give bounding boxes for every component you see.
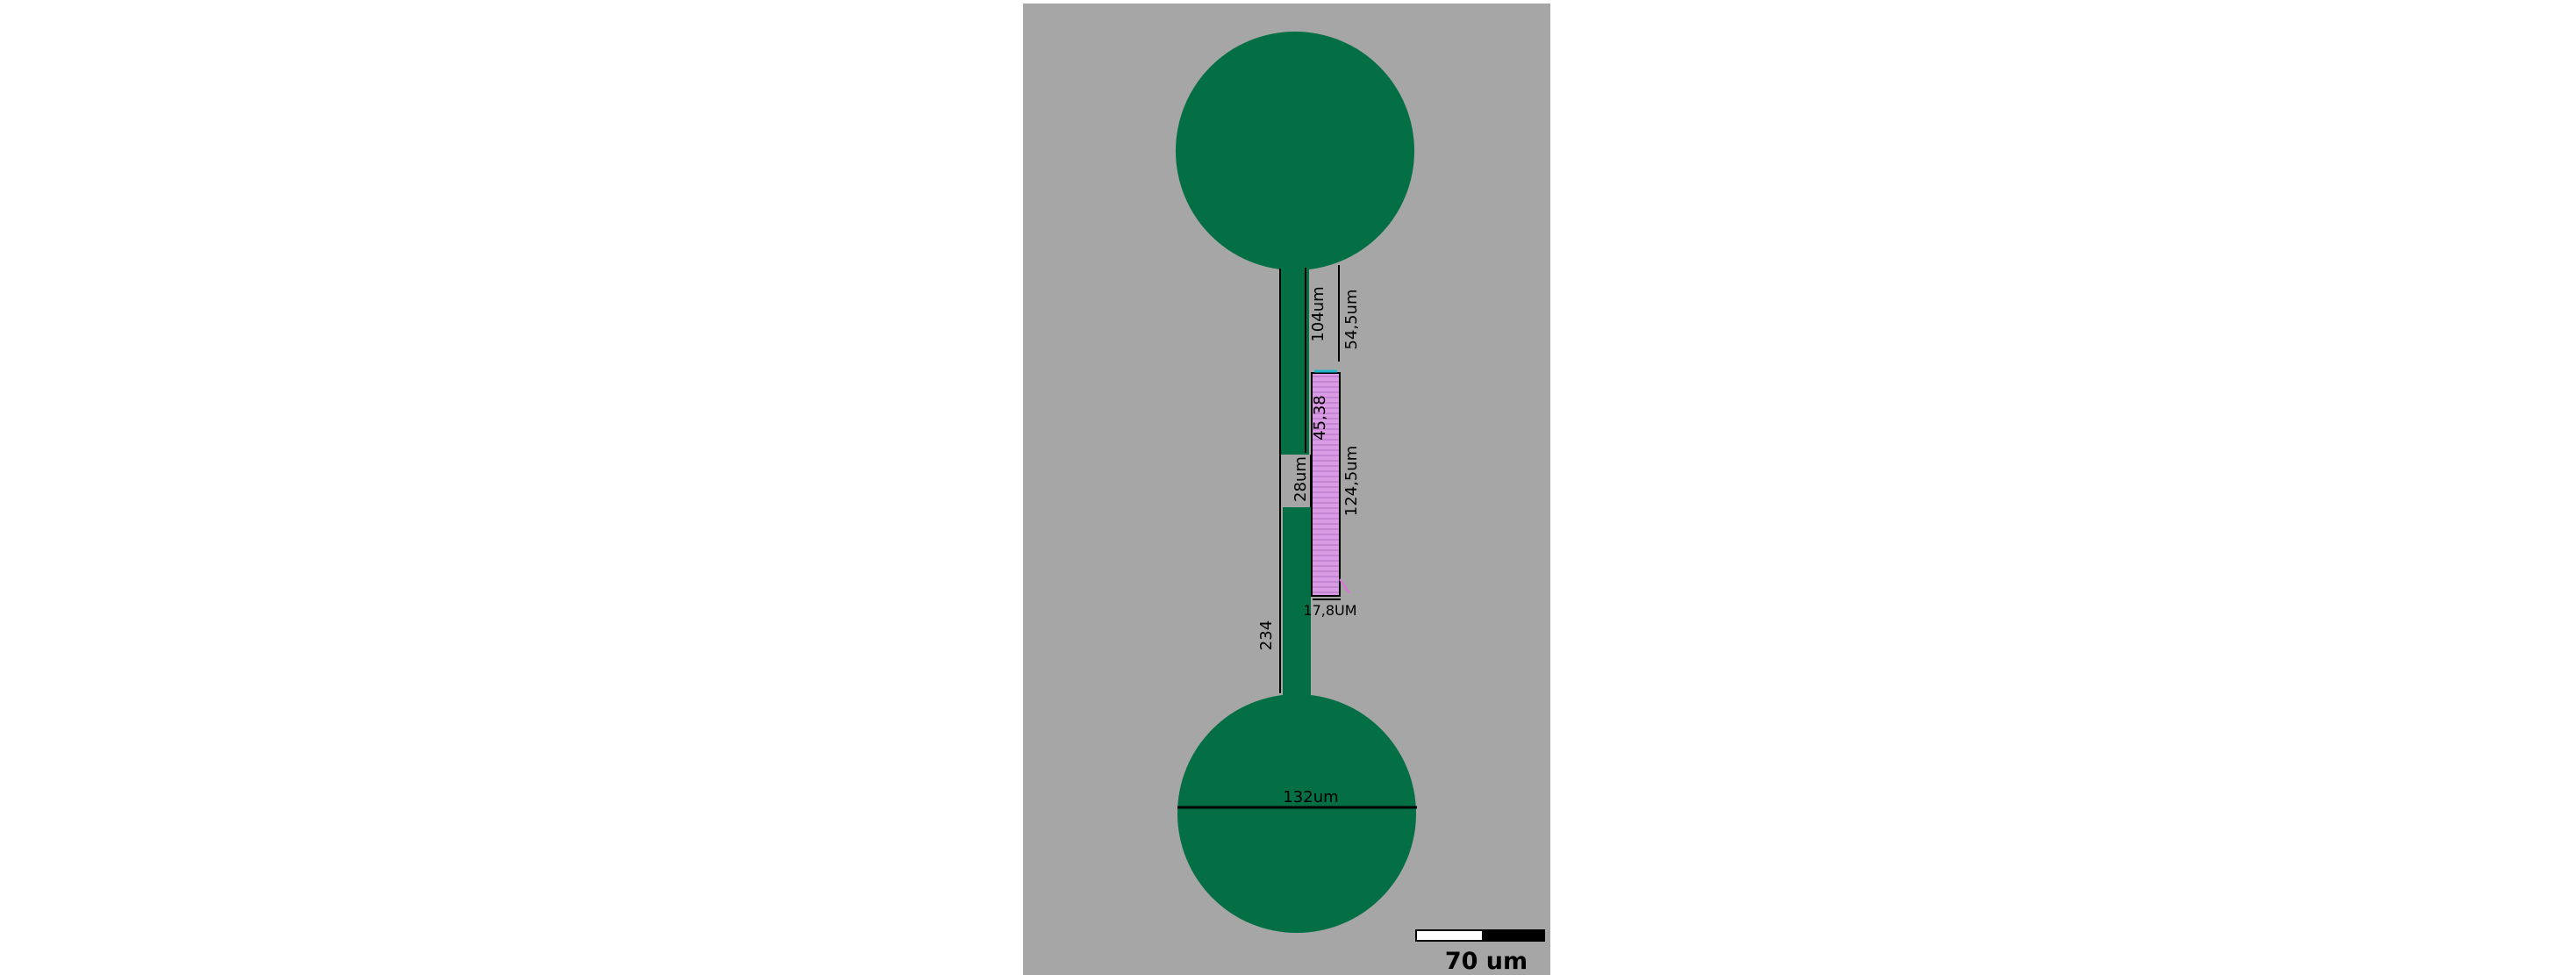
- upper-channel-segment: [1281, 263, 1309, 455]
- cell-length-label: 124,5um: [1342, 446, 1361, 516]
- channel-length-label: 234: [1257, 620, 1276, 650]
- scale-bar-label: 70 um: [1445, 948, 1528, 975]
- cell-region: [1311, 372, 1341, 597]
- pad-diameter-label: 132um: [1283, 788, 1338, 807]
- cell-bottom-marker: [1339, 578, 1350, 594]
- top-gap-label: 54,5um: [1342, 289, 1361, 349]
- gap-height-label: 28um: [1292, 456, 1310, 502]
- lower-channel-segment: [1283, 507, 1311, 702]
- top-circular-pad: [1176, 32, 1414, 270]
- bottom-circular-pad: [1177, 694, 1416, 933]
- cell-width-label: 17,8UM: [1303, 602, 1356, 619]
- scale-bar-black-segment: [1482, 929, 1545, 942]
- scale-bar-white-segment: [1415, 929, 1484, 942]
- cell-offset-label: 45,38: [1311, 395, 1329, 441]
- top-neck-length-label: 104um: [1309, 286, 1327, 341]
